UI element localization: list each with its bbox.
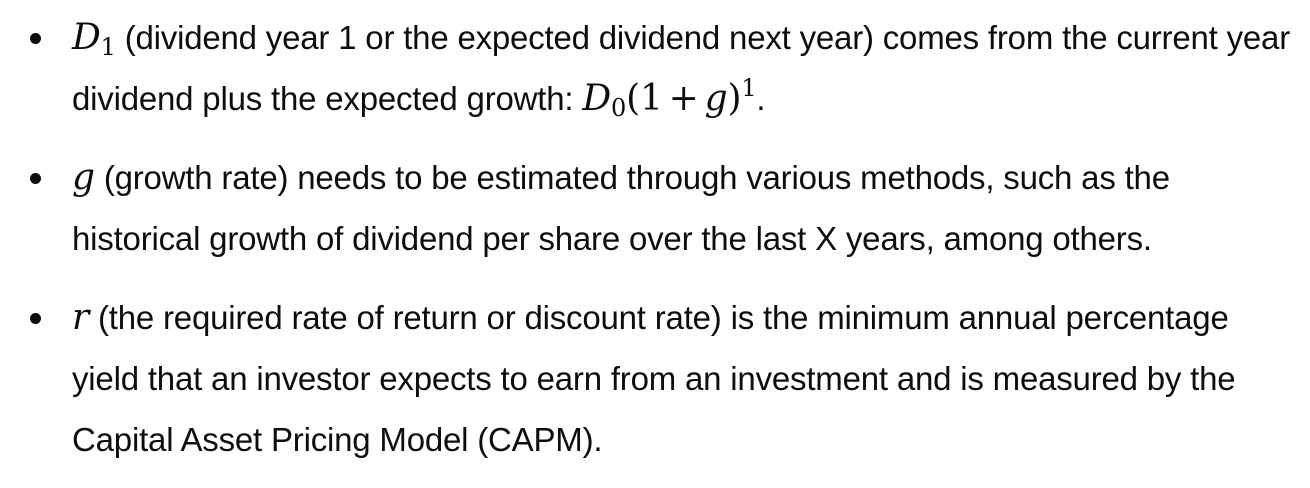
- math-var: D: [72, 17, 101, 58]
- bullet-icon: [30, 313, 41, 324]
- math-subscript: 1: [100, 33, 116, 61]
- math-var: g: [704, 78, 728, 119]
- math-symbol-g: g: [72, 157, 95, 198]
- item-text: (growth rate) needs to be estimated thro…: [72, 159, 1170, 257]
- list-item-d1: D1 (dividend year 1 or the expected divi…: [0, 7, 1310, 129]
- math-var: r: [72, 297, 90, 338]
- bullet-icon: [30, 33, 41, 44]
- item-text: (the required rate of return or discount…: [72, 299, 1236, 458]
- list-item-r: r (the required rate of return or discou…: [0, 287, 1310, 470]
- math-symbol-d1: D1: [72, 17, 116, 61]
- math-exponent: 1: [741, 74, 757, 102]
- math-close-paren: ): [727, 78, 742, 119]
- bullet-icon: [30, 173, 41, 184]
- math-var: D: [582, 78, 612, 119]
- math-symbol-r: r: [72, 297, 89, 338]
- math-subscript: 0: [611, 94, 627, 122]
- math-formula-growth: D0(1 + g)1: [582, 76, 756, 122]
- item-text: (dividend year 1 or the expected dividen…: [72, 19, 1290, 117]
- list-item-g: g (growth rate) needs to be estimated th…: [0, 147, 1310, 269]
- math-operator: +: [668, 78, 699, 119]
- math-var: g: [72, 157, 95, 198]
- bullet-list: D1 (dividend year 1 or the expected divi…: [0, 7, 1310, 488]
- math-open-paren: (1: [626, 78, 663, 119]
- item-text-end: .: [756, 80, 766, 117]
